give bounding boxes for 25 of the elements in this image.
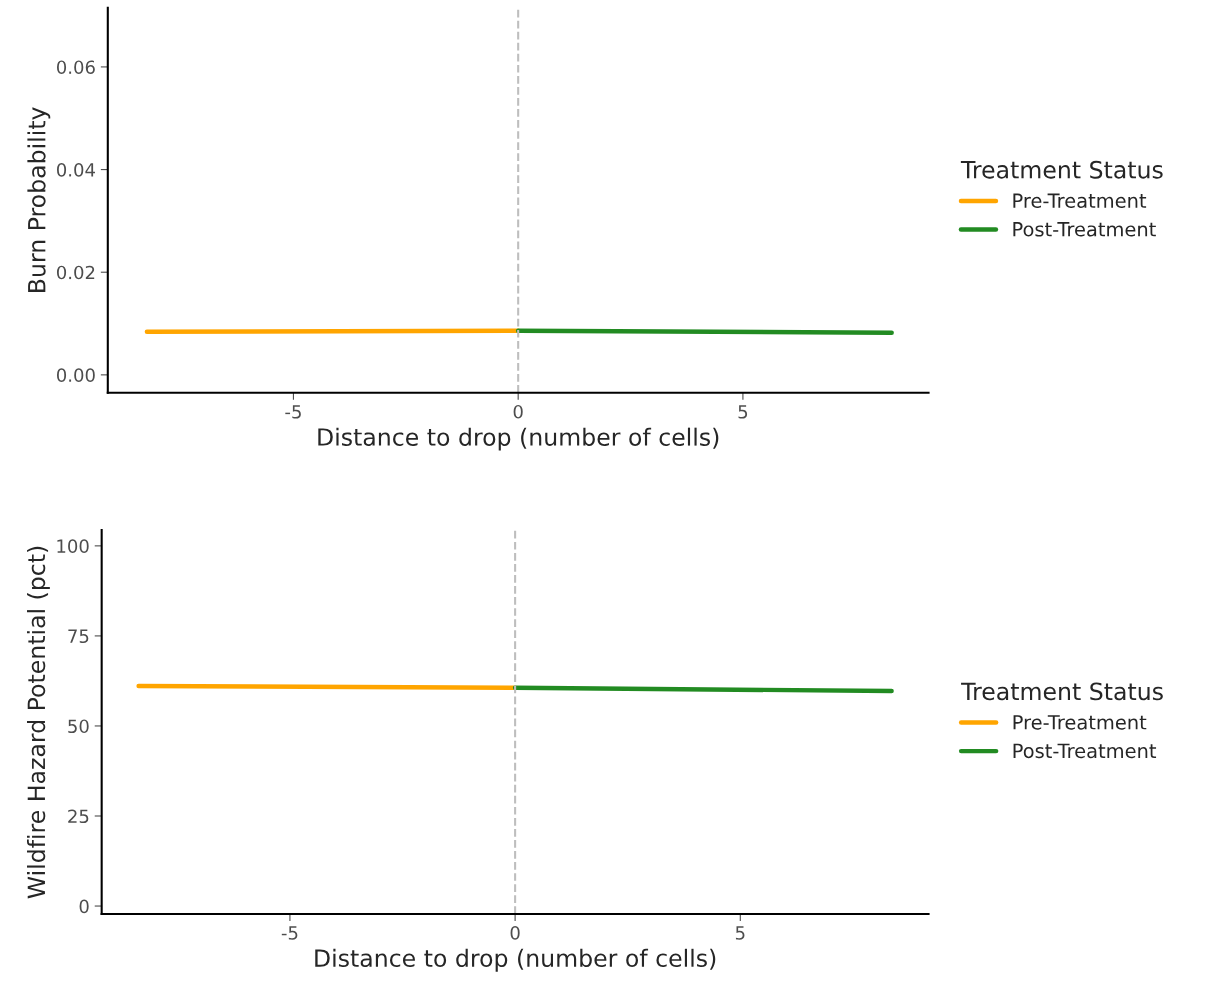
x-axis-title: Distance to drop (number of cells) <box>315 948 716 972</box>
legend-label: Pre-Treatment <box>1013 193 1147 209</box>
y-tick-label: 50 <box>68 719 89 734</box>
x-tick-label: 0 <box>513 404 523 419</box>
x-tick-label: -5 <box>285 405 301 419</box>
y-tick-label: 0.00 <box>56 368 95 382</box>
x-tick-label: 5 <box>738 405 748 419</box>
y-tick-label: 0.04 <box>56 163 95 177</box>
y-tick-label: 75 <box>68 629 89 644</box>
x-tick-label: 5 <box>735 926 745 940</box>
x-tick-label: -5 <box>281 926 298 940</box>
y-tick-label: 0.02 <box>56 265 95 280</box>
legend-label: Post-Treatment <box>1013 222 1156 237</box>
y-tick-label: 0.06 <box>56 60 95 75</box>
legend-title: Treatment Status <box>960 160 1163 179</box>
x-tick-label: 0 <box>510 926 520 940</box>
y-tick-label: 0 <box>79 899 89 914</box>
legend-label: Post-Treatment <box>1013 743 1157 759</box>
legend-label: Pre-Treatment <box>1013 715 1147 730</box>
y-tick-label: 100 <box>57 539 89 553</box>
y-axis-title: Burn Probability <box>27 107 51 292</box>
legend-title: Treatment Status <box>961 682 1163 701</box>
x-axis-title: Distance to drop (number of cells) <box>318 427 719 451</box>
y-tick-label: 25 <box>68 809 89 824</box>
y-axis-title: Wildfire Hazard Potential (pct) <box>27 546 50 899</box>
